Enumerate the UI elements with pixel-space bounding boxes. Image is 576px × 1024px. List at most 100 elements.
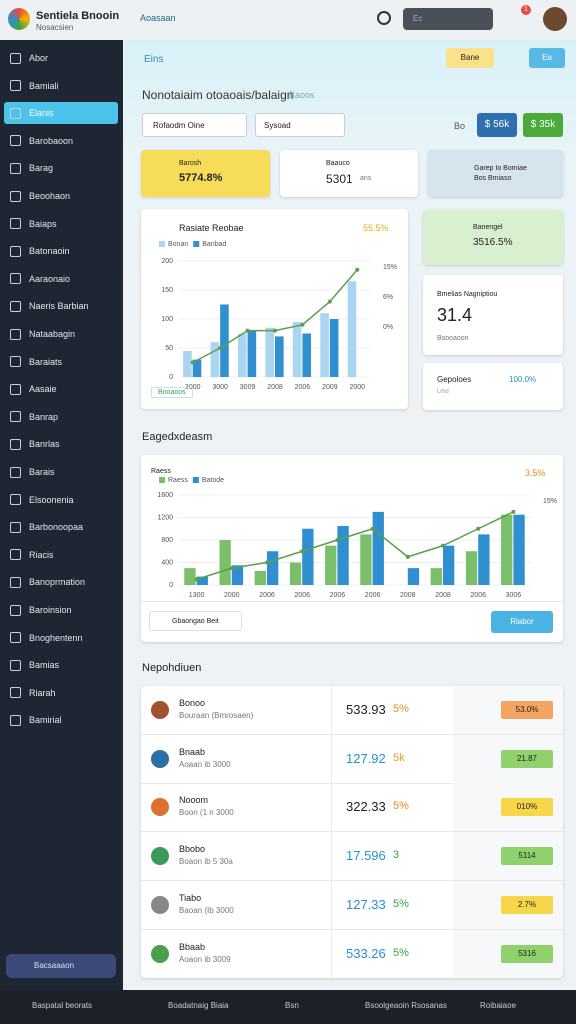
sidebar-item[interactable]: Bamirial <box>4 709 118 731</box>
sidebar-item[interactable]: Barbonoopaa <box>4 516 118 538</box>
app-title: Sentiela Bnooin <box>36 10 120 22</box>
sidebar-item[interactable]: Baroinsion <box>4 599 118 621</box>
tab[interactable]: Eins <box>144 54 164 65</box>
sidebar-item[interactable]: Aaraonaio <box>4 268 118 290</box>
sidebar-label: Beoohaon <box>29 191 71 201</box>
footer-item[interactable]: Bsoolgeaoin Rsosanas <box>365 1001 447 1010</box>
table-row[interactable]: Nooom Boon (1 n 3000 322.33 5% 010% <box>141 783 563 833</box>
sidebar-label: Baraiats <box>29 356 63 367</box>
table-row[interactable]: Tiabo Baoan (Ib 3000 127.33 5% 2.7% <box>141 880 563 930</box>
badge[interactable]: $ 56k <box>477 113 517 137</box>
top-button[interactable]: Bane <box>446 48 494 68</box>
badge[interactable]: $ 35k <box>523 113 563 137</box>
page-title-note: Baoos <box>289 90 315 100</box>
avatar[interactable] <box>543 7 567 31</box>
chart-title: Rasiate Reobae <box>179 223 244 233</box>
row-icon <box>151 749 169 768</box>
sidebar-item[interactable]: Bnoghentenn <box>4 627 118 649</box>
x-tick-label: 2000 <box>224 592 240 599</box>
sidebar-icon <box>10 632 21 644</box>
legend-label: Banbad <box>202 241 226 248</box>
main: Eins Bane Ea Nonotaiaim otoaoais/balaign… <box>124 40 576 990</box>
sidebar-item[interactable]: Baraiats <box>4 351 118 373</box>
search-button[interactable]: Riabor <box>491 611 553 633</box>
line-point <box>370 526 375 531</box>
sidebar-item[interactable]: Banoprmation <box>4 571 118 593</box>
row-value: 17.596 <box>346 848 386 864</box>
search-box[interactable]: Ec <box>403 8 493 30</box>
filter[interactable]: Sysoad <box>255 113 345 137</box>
footer-item[interactable]: Bsn <box>285 1001 299 1010</box>
row-pct: 5% <box>393 800 409 813</box>
sidebar-label: Abor <box>29 53 49 63</box>
legend-swatch <box>159 241 165 247</box>
side-card-label: Banengel <box>473 224 503 231</box>
sidebar-item[interactable]: Bamias <box>4 654 118 676</box>
cell-divider <box>331 880 332 929</box>
breadcrumb[interactable]: Aoasaan <box>140 13 176 23</box>
notification-badge[interactable]: 1 <box>521 5 531 15</box>
sidebar-icon <box>10 245 21 257</box>
legend-label: Bonan <box>168 241 188 248</box>
row-value: 533.26 <box>346 945 386 961</box>
sidebar-item[interactable]: Riarah <box>4 682 118 704</box>
sidebar-item[interactable]: Naeris Barbian <box>4 295 118 317</box>
sidebar-item[interactable]: Beoohaon <box>4 185 118 207</box>
sidebar-item[interactable]: Barag <box>4 157 118 179</box>
sidebar-icon <box>10 135 21 147</box>
line-point <box>476 526 481 531</box>
table-row[interactable]: Bbaab Aoaon ib 3009 533.26 5% 5316 <box>141 929 563 978</box>
table-row[interactable]: Bonoo Bouraan (Bmrosaen) 533.93 5% 53.0% <box>141 686 563 735</box>
sidebar-item[interactable]: Baiaps <box>4 213 118 235</box>
sidebar-item[interactable]: Aasaie <box>4 378 118 400</box>
search-input[interactable]: Gbaongao Beit <box>149 611 242 631</box>
sidebar-label: Banrlas <box>29 439 60 450</box>
legend-swatch <box>193 241 200 247</box>
sidebar-item[interactable]: Riacis <box>4 544 118 566</box>
x-tick-label: 3006 <box>506 592 522 599</box>
top-button[interactable]: Ea <box>529 48 565 68</box>
sidebar-item[interactable]: Nataabagin <box>4 323 118 345</box>
side-card-note: Bsooaoon <box>437 335 469 342</box>
chart-highlight: 3.5% <box>525 468 546 478</box>
sidebar-item[interactable]: Bamiali <box>4 75 118 97</box>
footer-item[interactable]: Boadatnaig Biaia <box>168 1001 229 1010</box>
search-icon[interactable] <box>377 11 391 25</box>
line-point <box>335 538 340 542</box>
sidebar-item[interactable]: Elanis <box>4 102 118 125</box>
bar <box>360 534 372 585</box>
sidebar-item[interactable]: Banrlas <box>4 433 118 455</box>
sidebar-label: Banoprmation <box>29 577 86 588</box>
sidebar-item[interactable]: Elsoonenia <box>4 489 118 511</box>
section-title: Nepohdiuen <box>142 662 202 674</box>
sidebar-footer-button[interactable]: Bacsaaaon <box>6 954 116 978</box>
footer-item[interactable]: Baspatal beorats <box>32 1001 93 1010</box>
side-card-value: 100.0% <box>509 375 537 384</box>
y-tick-label: 150 <box>161 287 173 294</box>
sidebar-label: Bamias <box>29 660 60 671</box>
sidebar-item[interactable]: Barais <box>4 461 118 483</box>
sidebar-item[interactable]: Batonaoin <box>4 240 118 262</box>
sidebar-item[interactable]: Barobaoon <box>4 130 118 152</box>
row-badge: 53.0% <box>501 701 553 719</box>
bar <box>267 551 279 585</box>
sidebar-icon <box>10 438 21 450</box>
sidebar-item[interactable]: Abor <box>4 47 118 69</box>
y-tick-label: 50 <box>165 345 173 352</box>
bar <box>407 568 420 585</box>
sidebar-icon <box>10 52 21 64</box>
cell-divider <box>331 734 332 783</box>
bar <box>265 327 274 377</box>
sidebar-label: Riarah <box>29 687 56 698</box>
sidebar-icon <box>10 549 21 561</box>
badges-note: Bo <box>454 121 466 131</box>
table-row[interactable]: Bnaab Aoaan ib 3000 127.92 5k 21.87 <box>141 734 563 784</box>
filter[interactable]: Rofaodm Oine <box>142 113 247 137</box>
sidebar-label: Baroinsion <box>29 605 72 615</box>
sidebar-item[interactable]: Banrap <box>4 406 118 428</box>
row-pct: 5% <box>393 946 409 959</box>
footer-item[interactable]: Roibaiaoe <box>480 1001 517 1010</box>
bar <box>231 565 244 585</box>
chart-footer[interactable]: Bnoaoos <box>151 387 193 398</box>
table-row[interactable]: Bbobo Boaon ib 5 30a 17.596 3 5114 <box>141 832 563 882</box>
